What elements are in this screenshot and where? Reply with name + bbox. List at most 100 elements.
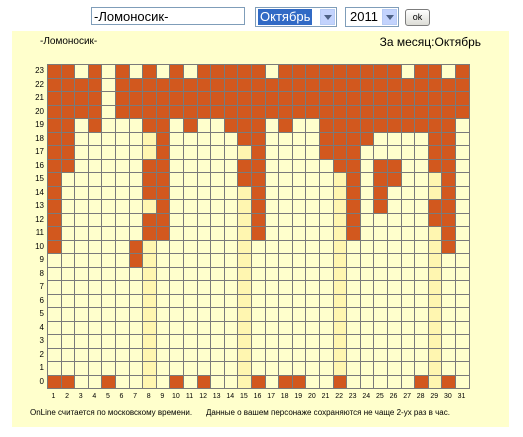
month-select[interactable]: Октябрь xyxy=(255,7,337,27)
heatmap-cell xyxy=(183,145,198,160)
heatmap-cell xyxy=(60,253,76,268)
heatmap-cell xyxy=(264,64,280,79)
heatmap-cell xyxy=(196,212,212,227)
character-name-input[interactable]: -Ломоносик- xyxy=(91,7,245,25)
heatmap-cell xyxy=(346,239,361,254)
heatmap-cell xyxy=(47,172,62,187)
heatmap-cell xyxy=(237,253,252,268)
day-tick-label: 22 xyxy=(335,393,343,400)
year-select-value: 2011 xyxy=(350,9,378,24)
heatmap-cell xyxy=(87,199,103,214)
heatmap-cell xyxy=(74,253,89,268)
heatmap-cell xyxy=(142,307,157,322)
heatmap-cell xyxy=(427,293,443,308)
heatmap-cell xyxy=(47,91,62,106)
heatmap-cell xyxy=(305,199,320,214)
heatmap-cell xyxy=(305,118,320,133)
heatmap-cell xyxy=(346,226,361,241)
heatmap-cell xyxy=(251,91,266,106)
heatmap-cell xyxy=(400,334,416,349)
heatmap-cell xyxy=(142,91,157,106)
heatmap-cell xyxy=(183,266,198,281)
heatmap-cell xyxy=(237,334,252,349)
heatmap-cell xyxy=(60,307,76,322)
chevron-down-icon[interactable] xyxy=(382,9,397,25)
heatmap-cell xyxy=(305,307,320,322)
heatmap-cell xyxy=(210,334,225,349)
heatmap-cell xyxy=(47,64,62,79)
heatmap-cell xyxy=(210,361,225,376)
heatmap-cell xyxy=(223,212,239,227)
year-select[interactable]: 2011 xyxy=(345,7,399,27)
day-tick-label: 11 xyxy=(185,393,194,400)
heatmap-cell xyxy=(183,280,198,295)
heatmap-cell xyxy=(319,212,334,227)
heatmap-cell xyxy=(387,253,402,268)
heatmap-cell xyxy=(47,131,62,146)
heatmap-cell xyxy=(142,172,157,187)
heatmap-cell xyxy=(155,91,171,106)
heatmap-cell xyxy=(47,320,62,335)
heatmap-cell xyxy=(278,145,293,160)
heatmap-cell xyxy=(278,374,293,389)
heatmap-cell xyxy=(223,131,239,146)
heatmap-cell xyxy=(60,239,76,254)
heatmap-cell xyxy=(455,77,470,92)
heatmap-cell xyxy=(373,320,388,335)
heatmap-cell xyxy=(60,374,76,389)
heatmap-cell xyxy=(128,118,144,133)
heatmap-cell xyxy=(319,293,334,308)
chevron-down-icon[interactable] xyxy=(320,9,335,25)
heatmap-cell xyxy=(400,172,416,187)
heatmap-cell xyxy=(359,253,375,268)
day-tick-label: 16 xyxy=(253,393,262,400)
heatmap-cell xyxy=(427,280,443,295)
heatmap-cell xyxy=(359,212,375,227)
heatmap-cell xyxy=(169,104,184,119)
heatmap-cell xyxy=(169,280,184,295)
heatmap-cell xyxy=(251,280,266,295)
heatmap-cell xyxy=(387,158,402,173)
heatmap-cell xyxy=(87,253,103,268)
heatmap-cell xyxy=(427,185,443,200)
heatmap-cell xyxy=(305,104,320,119)
heatmap-cell xyxy=(346,158,361,173)
heatmap-cell xyxy=(264,374,280,389)
heatmap-cell xyxy=(373,77,388,92)
heatmap-cell xyxy=(373,307,388,322)
ok-button[interactable]: ok xyxy=(405,9,430,26)
heatmap-cell xyxy=(441,374,456,389)
heatmap-cell xyxy=(237,158,252,173)
heatmap-cell xyxy=(319,64,334,79)
heatmap-cell xyxy=(305,64,320,79)
heatmap-cell xyxy=(441,131,456,146)
heatmap-cell xyxy=(60,212,76,227)
heatmap-cell xyxy=(278,172,293,187)
heatmap-cell xyxy=(237,185,252,200)
heatmap-cell xyxy=(169,361,184,376)
hour-tick-label: 21 xyxy=(35,93,44,102)
heatmap-cell xyxy=(128,199,144,214)
heatmap-cell xyxy=(359,307,375,322)
heatmap-cell xyxy=(101,91,116,106)
heatmap-cell xyxy=(237,320,252,335)
heatmap-cell xyxy=(441,64,456,79)
heatmap-cell xyxy=(387,199,402,214)
heatmap-cell xyxy=(346,212,361,227)
heatmap-cell xyxy=(196,307,212,322)
heatmap-cell xyxy=(155,104,171,119)
heatmap-cell xyxy=(142,226,157,241)
hour-tick-label: 8 xyxy=(39,268,44,278)
heatmap-cell xyxy=(319,361,334,376)
heatmap-cell xyxy=(74,307,89,322)
heatmap-cell xyxy=(427,307,443,322)
heatmap-cell xyxy=(291,172,307,187)
heatmap-cell xyxy=(196,253,212,268)
heatmap-cell xyxy=(264,145,280,160)
day-tick-label: 7 xyxy=(133,393,138,400)
heatmap-cell xyxy=(251,172,266,187)
heatmap-cell xyxy=(427,91,443,106)
heatmap-cell xyxy=(101,185,116,200)
day-tick-label: 17 xyxy=(267,393,275,400)
heatmap-cell xyxy=(359,64,375,79)
